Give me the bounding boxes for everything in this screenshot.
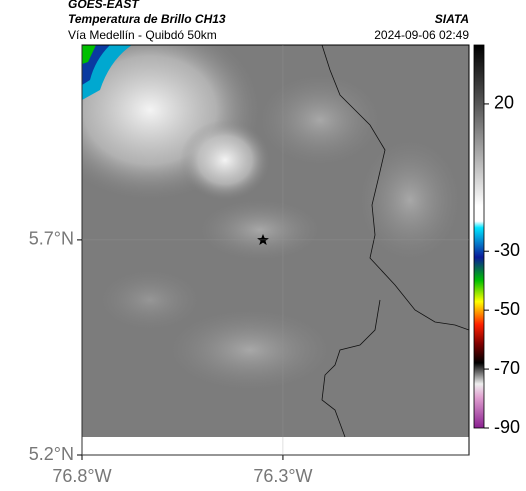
source: GOES-EAST bbox=[68, 0, 140, 11]
y-tick-label: 5.2°N bbox=[29, 444, 74, 464]
x-tick-label: 76.8°W bbox=[52, 466, 111, 486]
datetime: 2024-09-06 02:49 bbox=[374, 28, 469, 42]
x-tick-label: 76.3°W bbox=[253, 466, 312, 486]
border bbox=[321, 299, 381, 438]
colorbar bbox=[473, 44, 485, 429]
satellite-image bbox=[82, 45, 469, 437]
station-marker bbox=[257, 234, 269, 245]
colorbar-tick-label: -30 bbox=[494, 240, 520, 260]
colorbar-tick-label: 20 bbox=[494, 93, 514, 113]
colorbar-tick-label: -50 bbox=[494, 299, 520, 319]
agency: SIATA bbox=[435, 12, 469, 26]
colorbar-tick-label: -90 bbox=[494, 417, 520, 437]
product: Temperatura de Brillo CH13 bbox=[68, 12, 226, 26]
route: Vía Medellín - Quibdó 50km bbox=[68, 28, 217, 42]
colorbar-tick-label: -70 bbox=[494, 358, 520, 378]
y-tick-label: 5.7°N bbox=[29, 229, 74, 249]
border bbox=[321, 44, 470, 331]
